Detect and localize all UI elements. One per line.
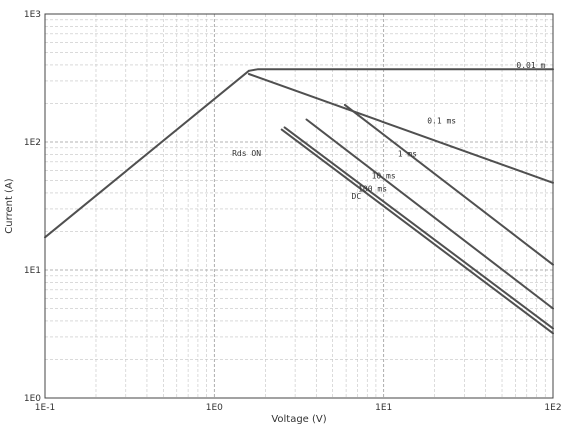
curve-0-01-ms — [247, 68, 554, 72]
x-tick-label: 1E2 — [544, 403, 561, 413]
curve-rds-on — [44, 69, 250, 239]
y-tick-label: 1E1 — [24, 266, 41, 276]
curve-1-ms — [343, 103, 554, 266]
curve-label: DC — [352, 192, 362, 201]
x-tick-label: 1E-1 — [35, 403, 55, 413]
curve-label: 0.01 m — [516, 61, 545, 70]
x-tick-label: 1E1 — [375, 403, 392, 413]
x-tick-label: 1E0 — [206, 403, 223, 413]
plot-frame — [44, 13, 554, 399]
curve-100-ms — [283, 126, 554, 330]
curve-0-1-ms — [247, 73, 554, 184]
x-tick-labels: 1E-1 1E0 1E1 1E2 — [35, 403, 562, 413]
curves — [44, 68, 554, 335]
curve-dc — [280, 128, 554, 335]
x-axis-title: Voltage (V) — [271, 414, 326, 425]
y-tick-label: 1E0 — [24, 394, 41, 404]
y-tick-label: 1E2 — [24, 138, 41, 148]
y-tick-labels: 1E0 1E1 1E2 1E3 — [24, 10, 41, 404]
curve-label: 100 ms — [358, 185, 387, 194]
curve-label: Rds ON — [232, 149, 261, 158]
curve-label: 10 ms — [372, 171, 396, 180]
y-axis-title: Current (A) — [4, 178, 15, 233]
curve-10-ms — [305, 118, 554, 310]
grid — [45, 14, 553, 398]
curve-label: 1 ms — [398, 150, 417, 159]
y-tick-label: 1E3 — [24, 10, 41, 20]
curve-label: 0.1 ms — [427, 116, 456, 125]
